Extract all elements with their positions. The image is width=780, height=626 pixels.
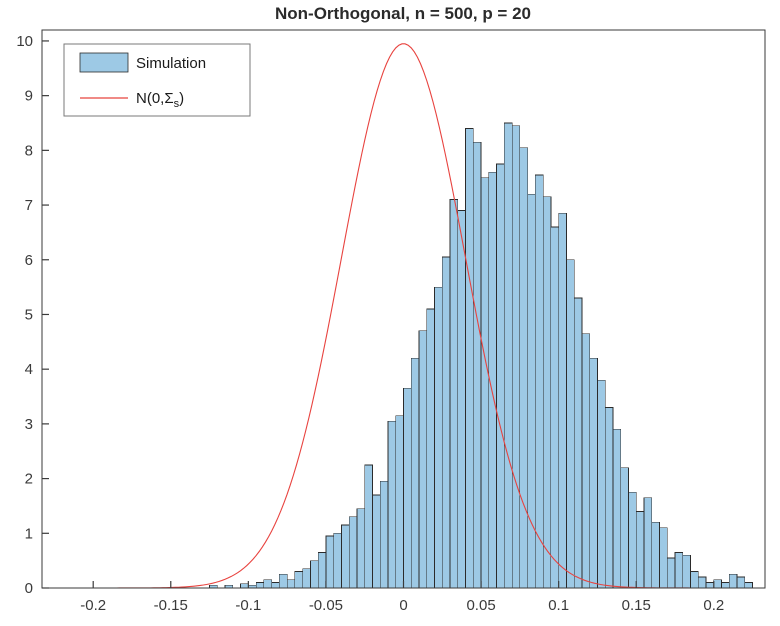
histogram-bar <box>441 256 451 589</box>
y-tick-label: 4 <box>25 361 33 378</box>
histogram-bar <box>558 212 567 589</box>
histogram-bar <box>302 568 311 589</box>
histogram-bar <box>333 532 342 589</box>
x-tick-label: -0.1 <box>235 597 261 614</box>
histogram-bar <box>612 429 622 589</box>
histogram-bar <box>403 387 412 589</box>
histogram-bar <box>271 582 280 589</box>
histogram-bar <box>550 226 560 589</box>
y-tick-label: 7 <box>25 197 33 214</box>
histogram-bar <box>310 560 319 589</box>
histogram-bar <box>379 480 389 589</box>
histogram-bar <box>728 573 738 589</box>
y-tick-label: 6 <box>25 252 33 269</box>
y-tick-label: 2 <box>25 471 33 488</box>
histogram-bar <box>628 491 637 589</box>
histogram-bar <box>744 582 753 589</box>
y-tick-label: 8 <box>25 142 33 159</box>
histogram-bar <box>705 582 715 589</box>
histogram-bar <box>364 464 373 589</box>
histogram-bar <box>666 557 676 589</box>
histogram-bar <box>511 125 521 589</box>
histogram-bar <box>659 527 668 589</box>
histogram-bar <box>480 177 490 589</box>
histogram-bar <box>581 333 591 589</box>
histogram-bar <box>535 174 544 589</box>
x-tick-label: -0.15 <box>154 597 188 614</box>
histogram-bar <box>566 259 575 589</box>
histogram-bar <box>325 535 335 589</box>
histogram-bar <box>674 552 684 589</box>
legend-label-simulation: Simulation <box>136 55 206 72</box>
y-tick-label: 10 <box>16 33 33 50</box>
histogram-bar <box>573 297 583 589</box>
legend-swatch-simulation <box>80 53 128 72</box>
histogram-bar <box>597 379 606 589</box>
histogram-bar <box>240 583 249 589</box>
y-tick-label: 5 <box>25 306 33 323</box>
histogram-bar <box>263 579 272 589</box>
histogram-bar <box>457 210 466 589</box>
histogram-bar <box>620 467 629 589</box>
histogram-bar <box>604 407 614 589</box>
x-tick-label: -0.2 <box>80 597 106 614</box>
histogram-bar <box>472 141 482 589</box>
histogram-bar <box>348 516 358 589</box>
histogram-bar <box>635 511 645 589</box>
histogram-bar <box>542 196 552 589</box>
histogram-bar <box>410 357 420 589</box>
legend: Simulation N(0,Σs) <box>63 43 251 117</box>
histogram-bar <box>372 494 381 589</box>
y-tick-label: 0 <box>25 580 33 597</box>
x-tick-label: -0.05 <box>309 597 343 614</box>
x-tick-label: 0.05 <box>466 597 495 614</box>
histogram-bar <box>589 357 598 589</box>
y-tick-label: 9 <box>25 88 33 105</box>
chart-title: Non-Orthogonal, n = 500, p = 20 <box>275 4 531 23</box>
histogram-bar <box>682 554 691 589</box>
histogram-bar <box>496 163 505 589</box>
histogram-bar <box>341 524 350 589</box>
histogram-bar <box>418 330 428 589</box>
histogram-bar <box>504 122 513 589</box>
histogram-bar <box>434 286 443 589</box>
histogram-bar <box>255 582 265 589</box>
x-tick-label: 0.1 <box>548 597 569 614</box>
histogram-bar <box>426 308 435 589</box>
x-tick-label: 0.15 <box>622 597 651 614</box>
histogram-bar <box>465 128 474 589</box>
histogram-bar <box>395 415 404 589</box>
histogram-bar <box>294 571 304 589</box>
legend-label-normal: N(0,Σs) <box>136 90 184 110</box>
histogram-bar <box>690 571 699 589</box>
y-tick-label: 3 <box>25 416 33 433</box>
histogram-bar <box>519 147 528 589</box>
histogram-bar <box>713 579 722 589</box>
histogram-bar <box>643 497 653 589</box>
histogram-bar <box>356 508 366 589</box>
y-tick-label: 1 <box>25 525 33 542</box>
histogram-bar <box>721 582 730 589</box>
x-tick-label: 0 <box>399 597 407 614</box>
plot-area: -0.2 -0.15 -0.1 -0.05 0 0.05 0.1 0.15 0.2 0 1 2 3 4 5 6… <box>16 29 766 614</box>
histogram-bar <box>387 420 397 589</box>
histogram-bar <box>279 573 288 589</box>
histogram-bar <box>697 576 707 589</box>
legend-swatch-border <box>79 52 129 73</box>
histogram-bar <box>317 552 327 589</box>
histogram-bar <box>651 521 660 589</box>
histogram-bar <box>286 579 296 589</box>
histogram-bar <box>736 576 746 589</box>
histogram-bar <box>449 199 459 589</box>
x-tick-label: 0.2 <box>703 597 724 614</box>
